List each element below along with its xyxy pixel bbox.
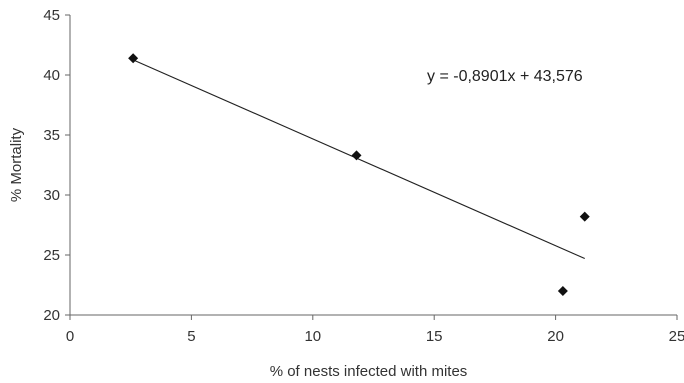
axes <box>69 15 677 316</box>
y-tick-label: 35 <box>43 127 60 144</box>
y-tick-label: 45 <box>43 7 60 24</box>
x-tick-label: 20 <box>547 328 564 345</box>
x-axis-title: % of nests infected with mites <box>270 363 468 380</box>
data-point <box>351 150 362 161</box>
data-points <box>128 53 590 296</box>
trendline-equation: y = -0,8901x + 43,576 <box>427 68 583 85</box>
x-tick-label: 10 <box>304 328 321 345</box>
y-axis-title: % Mortality <box>8 127 25 202</box>
y-tick-label: 20 <box>43 307 60 324</box>
y-axis-ticks: 20 25 30 35 40 45 <box>43 7 70 324</box>
x-tick-label: 25 <box>669 328 684 345</box>
data-point <box>579 211 590 222</box>
y-tick-label: 30 <box>43 187 60 204</box>
y-tick-label: 40 <box>43 67 60 84</box>
data-point <box>128 53 139 64</box>
y-tick-label: 25 <box>43 247 60 264</box>
x-axis-ticks: 0 5 10 15 20 25 <box>66 315 684 345</box>
x-tick-label: 15 <box>426 328 443 345</box>
x-tick-label: 5 <box>187 328 195 345</box>
trendline <box>132 59 585 260</box>
data-point <box>557 286 568 296</box>
trendline-group <box>132 59 585 260</box>
x-tick-label: 0 <box>66 328 74 345</box>
